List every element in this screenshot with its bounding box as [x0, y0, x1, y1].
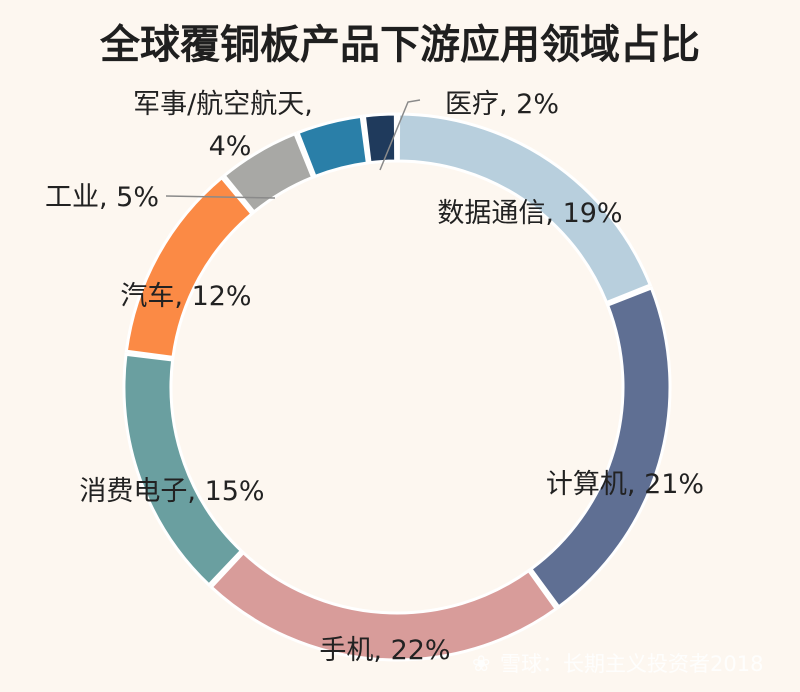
- watermark-text: 雪球：长期主义投资者2018: [500, 652, 763, 676]
- slice-4: [124, 175, 255, 360]
- slice-label-4: 汽车, 12%: [120, 281, 251, 312]
- slice-label-7: 医疗, 2%: [445, 89, 559, 120]
- leader-line-5: [165, 195, 276, 199]
- leader-lines: [165, 99, 421, 199]
- chart-title: 全球覆铜板产品下游应用领域占比: [99, 22, 700, 68]
- slice-label-6: 军事/航空航天, 4%: [133, 89, 313, 162]
- slice-label-3: 消费电子, 15%: [79, 476, 264, 507]
- donut-slices: [122, 112, 672, 662]
- slice-label-1: 计算机, 21%: [546, 469, 704, 500]
- slice-label-5: 工业, 5%: [45, 182, 159, 213]
- slice-2: [209, 550, 559, 662]
- slice-1: [528, 286, 672, 609]
- slice-3: [122, 352, 244, 588]
- slice-7: [362, 112, 398, 165]
- watermark: ❀ 雪球：长期主义投资者2018: [472, 652, 763, 677]
- watermark-logo-icon: ❀: [472, 652, 490, 677]
- slice-labels: 数据通信, 19% 计算机, 21% 手机, 22% 消费电子, 15% 汽车, 12%…: [45, 89, 704, 666]
- slice-0: [396, 112, 653, 305]
- slice-label-2: 手机, 22%: [319, 635, 450, 666]
- leader-line-7: [379, 99, 421, 171]
- slice-6: [296, 114, 370, 179]
- slice-label-0: 数据通信, 19%: [437, 198, 622, 229]
- slice-5: [222, 131, 315, 215]
